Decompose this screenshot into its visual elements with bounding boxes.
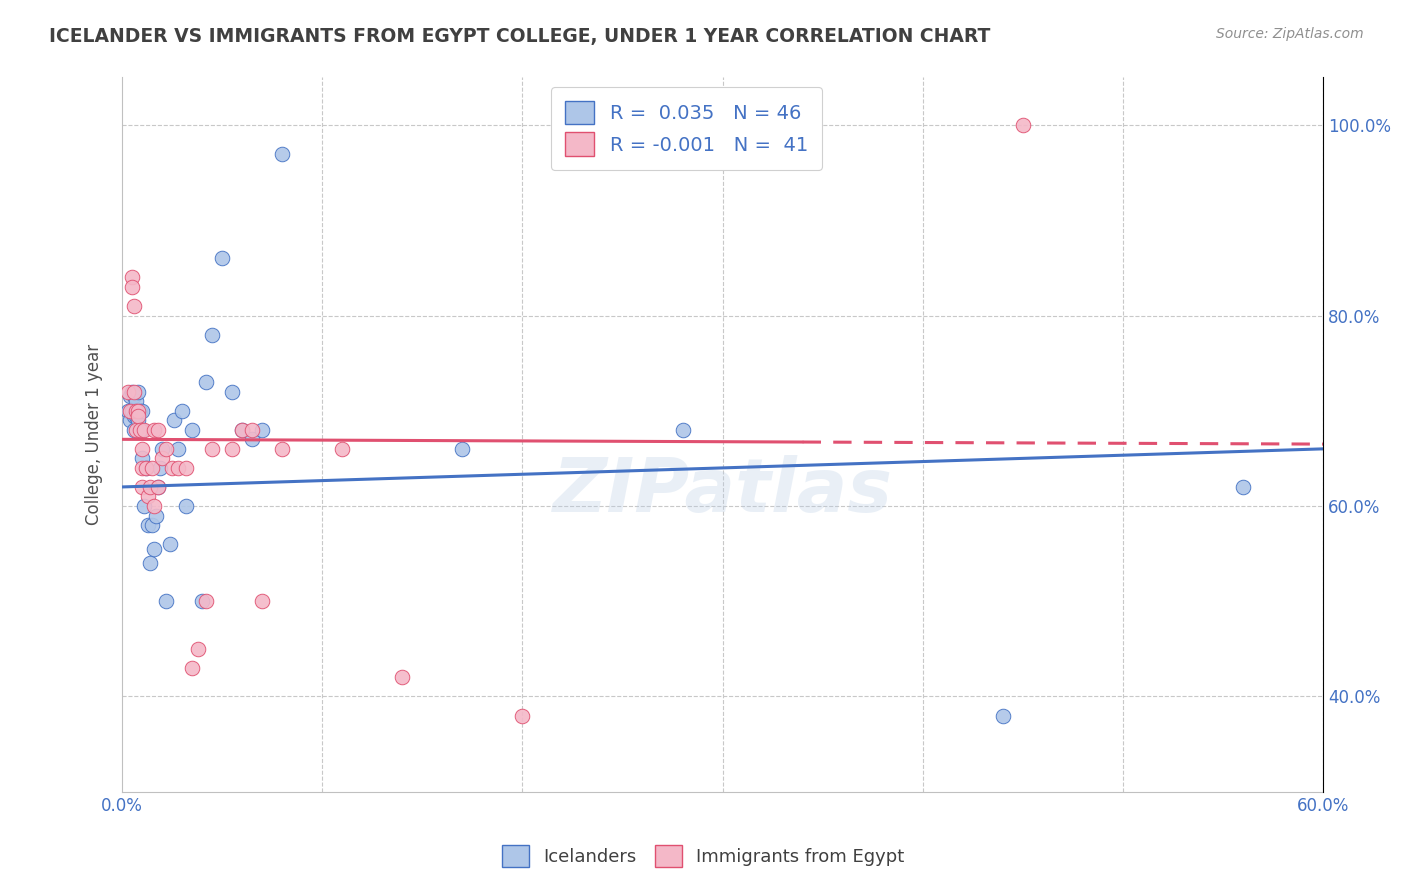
Point [122, 423, 145, 437]
Point [172, 403, 194, 417]
Point [150, 442, 173, 456]
Point [211, 252, 233, 266]
Point [122, 299, 145, 313]
Legend: R =  0.035   N = 46, R = -0.001   N =  41: R = 0.035 N = 46, R = -0.001 N = 41 [551, 87, 821, 169]
Point [145, 508, 167, 523]
Point [129, 423, 152, 437]
Y-axis label: College, Under 1 year: College, Under 1 year [86, 344, 103, 525]
Point [120, 413, 142, 427]
Point [141, 518, 163, 533]
Point [121, 403, 143, 417]
Point [240, 423, 263, 437]
Text: ZIPatlas: ZIPatlas [553, 455, 893, 528]
Point [135, 461, 157, 475]
Point [131, 451, 153, 466]
Point [136, 490, 159, 504]
Point [143, 499, 166, 513]
Point [159, 537, 181, 551]
Point [191, 594, 214, 608]
Point [150, 451, 173, 466]
Point [117, 384, 139, 399]
Point [160, 461, 183, 475]
Point [121, 270, 143, 285]
Point [330, 442, 353, 456]
Point [146, 480, 169, 494]
Point [195, 375, 218, 389]
Point [167, 442, 190, 456]
Point [122, 384, 145, 399]
Point [127, 413, 149, 427]
Point [671, 423, 693, 437]
Point [125, 423, 148, 437]
Point [121, 384, 143, 399]
Point [139, 480, 162, 494]
Point [131, 480, 153, 494]
Point [512, 708, 534, 723]
Point [155, 594, 177, 608]
Point [135, 461, 157, 475]
Point [139, 556, 162, 570]
Point [250, 423, 273, 437]
Point [146, 423, 169, 437]
Point [132, 423, 155, 437]
Point [271, 146, 294, 161]
Point [141, 461, 163, 475]
Point [143, 541, 166, 556]
Point [127, 384, 149, 399]
Legend: Icelanders, Immigrants from Egypt: Icelanders, Immigrants from Egypt [495, 838, 911, 874]
Point [122, 389, 145, 403]
Point [132, 499, 155, 513]
Point [125, 394, 148, 409]
Point [136, 518, 159, 533]
Point [127, 403, 149, 417]
Point [1232, 480, 1254, 494]
Point [271, 442, 294, 456]
Point [131, 423, 153, 437]
Point [127, 409, 149, 423]
Text: ICELANDER VS IMMIGRANTS FROM EGYPT COLLEGE, UNDER 1 YEAR CORRELATION CHART: ICELANDER VS IMMIGRANTS FROM EGYPT COLLE… [49, 27, 991, 45]
Point [146, 480, 169, 494]
Text: Source: ZipAtlas.com: Source: ZipAtlas.com [1216, 27, 1364, 41]
Point [181, 423, 204, 437]
Point [120, 389, 142, 403]
Point [240, 433, 263, 447]
Point [1012, 118, 1035, 132]
Point [131, 403, 153, 417]
Point [187, 641, 209, 656]
Point [451, 442, 474, 456]
Point [129, 403, 152, 417]
Point [131, 442, 153, 456]
Point [125, 409, 148, 423]
Point [163, 413, 186, 427]
Point [120, 403, 142, 417]
Point [181, 661, 204, 675]
Point [221, 384, 243, 399]
Point [131, 461, 153, 475]
Point [391, 670, 413, 684]
Point [231, 423, 253, 437]
Point [221, 442, 243, 456]
Point [201, 327, 224, 342]
Point [195, 594, 218, 608]
Point [201, 442, 224, 456]
Point [231, 423, 253, 437]
Point [143, 423, 166, 437]
Point [149, 461, 172, 475]
Point [167, 461, 190, 475]
Point [122, 409, 145, 423]
Point [155, 442, 177, 456]
Point [991, 708, 1014, 723]
Point [121, 280, 143, 294]
Point [125, 403, 148, 417]
Point [250, 594, 273, 608]
Point [117, 403, 139, 417]
Point [174, 461, 197, 475]
Point [174, 499, 197, 513]
